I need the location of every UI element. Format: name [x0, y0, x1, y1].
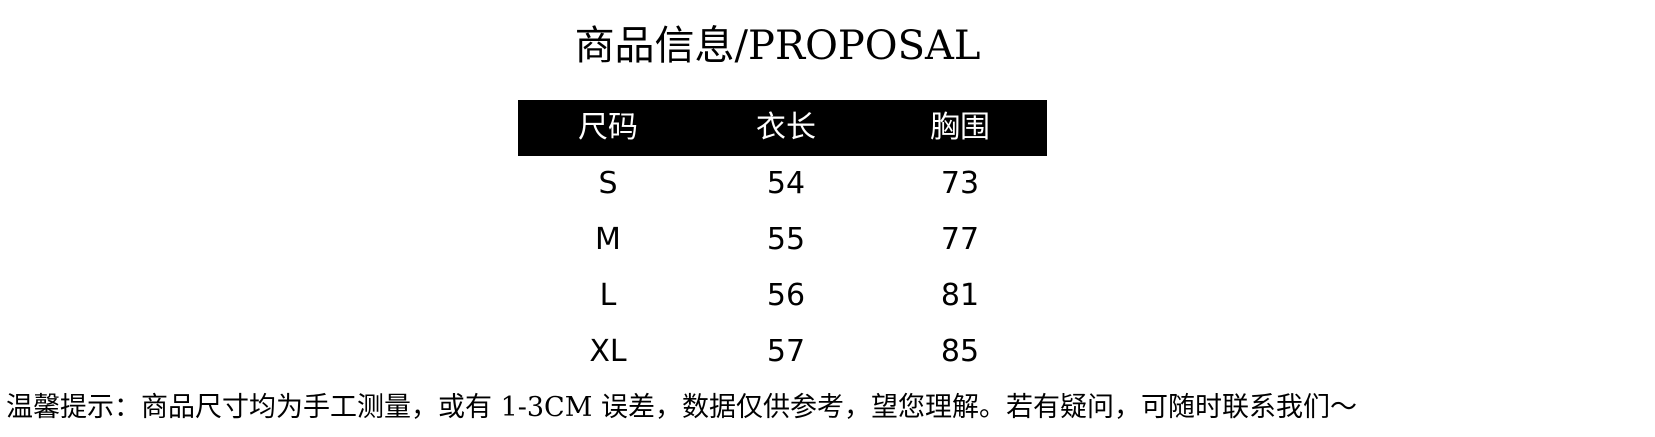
cell-chest: 73 — [940, 166, 980, 201]
cell-length: 55 — [766, 222, 806, 257]
table-header: 尺码 衣长 胸围 — [518, 100, 1047, 156]
cell-chest: 77 — [940, 222, 980, 257]
cell-size: M — [595, 222, 621, 257]
table-row: L 56 81 — [518, 268, 1047, 324]
table-row: M 55 77 — [518, 212, 1047, 268]
cell-size: L — [599, 278, 617, 313]
size-table: 尺码 衣长 胸围 S 54 73 M 55 77 L 56 81 XL 57 8… — [518, 100, 1047, 380]
header-length: 衣长 — [756, 110, 816, 145]
measurement-note: 温馨提示：商品尺寸均为手工测量，或有 1-3CM 误差，数据仅供参考，望您理解。… — [6, 392, 1357, 423]
table-row: XL 57 85 — [518, 324, 1047, 380]
cell-size: XL — [589, 334, 627, 369]
table-row: S 54 73 — [518, 156, 1047, 212]
cell-length: 54 — [766, 166, 806, 201]
cell-chest: 85 — [940, 334, 980, 369]
page-title: 商品信息/PROPOSAL — [574, 23, 981, 69]
cell-chest: 81 — [940, 278, 980, 313]
cell-length: 57 — [766, 334, 806, 369]
header-chest: 胸围 — [930, 110, 990, 145]
cell-size: S — [598, 166, 618, 201]
cell-length: 56 — [766, 278, 806, 313]
header-size: 尺码 — [578, 110, 638, 145]
